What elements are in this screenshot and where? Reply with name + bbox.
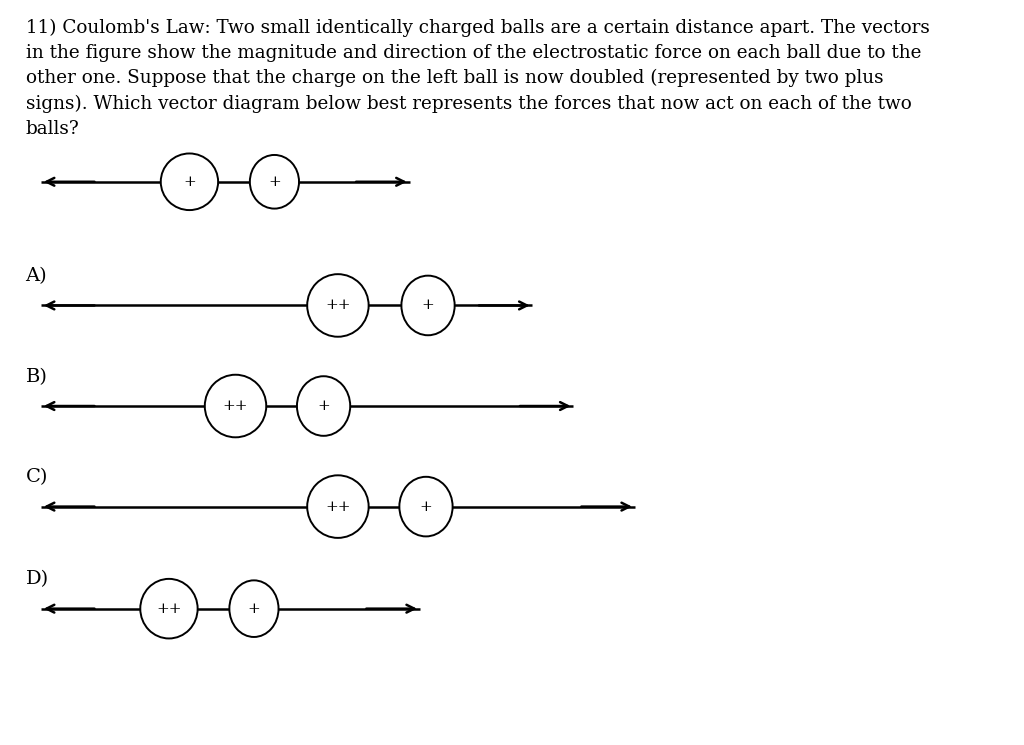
Ellipse shape — [307, 475, 369, 538]
Text: B): B) — [26, 368, 47, 386]
Text: C): C) — [26, 469, 48, 486]
Ellipse shape — [140, 579, 198, 638]
Ellipse shape — [297, 376, 350, 436]
Text: ++: ++ — [223, 399, 248, 413]
Ellipse shape — [307, 274, 369, 337]
Text: 11) Coulomb's Law: Two small identically charged balls are a certain distance ap: 11) Coulomb's Law: Two small identically… — [26, 19, 930, 138]
Ellipse shape — [229, 580, 279, 637]
Text: +: + — [420, 500, 432, 513]
Text: D): D) — [26, 571, 49, 589]
Text: +: + — [183, 175, 196, 188]
Text: ++: ++ — [326, 299, 350, 312]
Ellipse shape — [401, 276, 455, 335]
Text: ++: ++ — [157, 602, 181, 615]
Text: +: + — [317, 399, 330, 413]
Text: A): A) — [26, 267, 47, 285]
Text: ++: ++ — [326, 500, 350, 513]
Text: +: + — [422, 299, 434, 312]
Text: +: + — [248, 602, 260, 615]
Text: +: + — [268, 175, 281, 188]
Ellipse shape — [250, 155, 299, 209]
Ellipse shape — [161, 153, 218, 210]
Ellipse shape — [205, 375, 266, 437]
Ellipse shape — [399, 477, 453, 536]
